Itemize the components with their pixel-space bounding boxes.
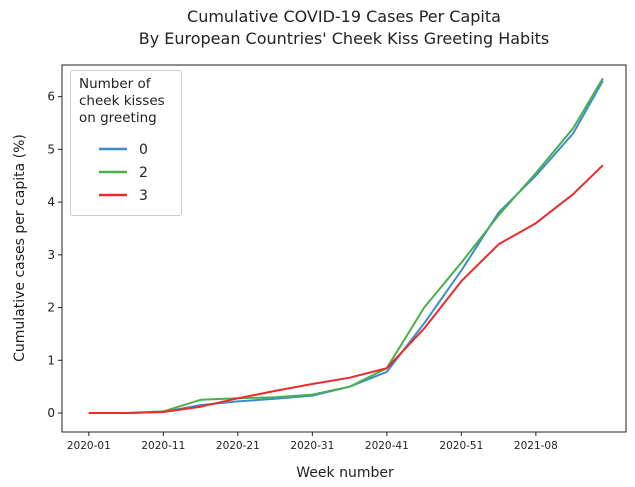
x-tick-label: 2020-31 xyxy=(290,440,334,452)
legend-label: 3 xyxy=(139,188,148,204)
plot-frame xyxy=(61,64,627,433)
x-axis-label: Week number xyxy=(296,465,394,481)
x-tick-label: 2020-51 xyxy=(439,440,483,452)
y-tick-label: 5 xyxy=(47,142,55,156)
x-tick-label: 2020-01 xyxy=(67,440,111,452)
series-line xyxy=(88,164,604,414)
y-tick-label: 1 xyxy=(47,353,55,367)
y-tick-label: 0 xyxy=(47,406,55,420)
chart-title: Cumulative COVID-19 Cases Per Capita By … xyxy=(138,7,550,48)
y-axis-label: Cumulative cases per capita (%) xyxy=(12,134,28,362)
series-line xyxy=(88,77,604,414)
legend-entries: 0 2 3 xyxy=(99,142,148,204)
x-tick-label: 2021-08 xyxy=(514,440,558,452)
y-tick-label: 4 xyxy=(47,195,55,209)
x-tick-label: 2020-21 xyxy=(216,440,260,452)
x-tick-label: 2020-11 xyxy=(141,440,185,452)
legend-label: 0 xyxy=(139,142,148,158)
legend-label: 2 xyxy=(139,165,148,181)
x-tick-label: 2020-41 xyxy=(365,440,409,452)
y-tick-label: 2 xyxy=(47,301,55,315)
y-tick-label: 6 xyxy=(47,90,55,104)
legend-title: Number of cheek kisses on greeting xyxy=(79,76,165,126)
y-tick-label: 3 xyxy=(47,248,55,262)
legend: Number of cheek kisses on greeting 0 2 3 xyxy=(70,70,182,216)
